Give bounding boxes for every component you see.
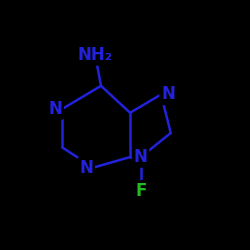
Text: N: N bbox=[48, 100, 62, 118]
Text: NH₂: NH₂ bbox=[78, 46, 113, 64]
Text: F: F bbox=[135, 182, 146, 200]
Text: N: N bbox=[134, 148, 148, 166]
Text: N: N bbox=[80, 159, 93, 177]
Text: N: N bbox=[161, 86, 175, 103]
